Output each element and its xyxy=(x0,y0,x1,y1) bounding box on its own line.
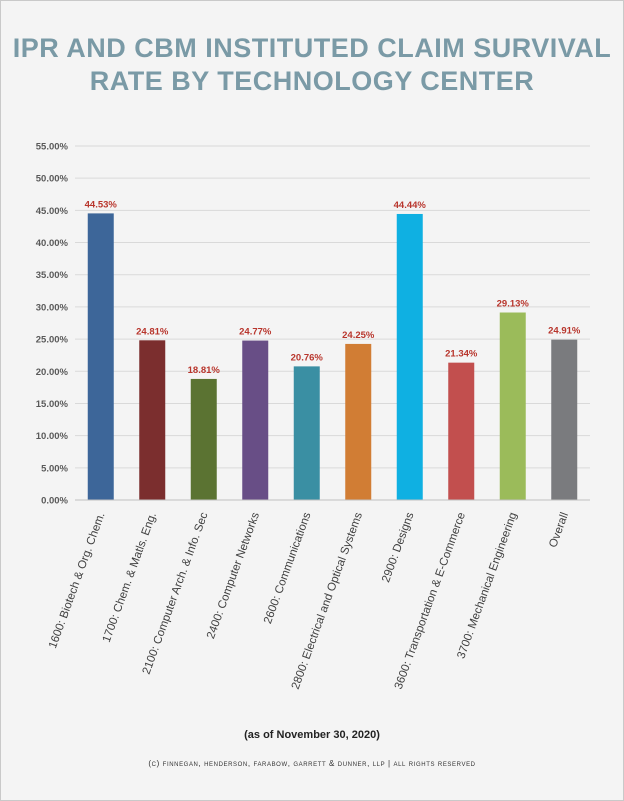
y-tick-label: 25.00% xyxy=(36,335,69,346)
bar xyxy=(448,362,475,500)
data-label: 44.44% xyxy=(394,200,427,211)
y-tick-label: 0.00% xyxy=(41,496,68,507)
bar xyxy=(87,213,114,500)
y-tick-label: 50.00% xyxy=(36,174,69,185)
y-tick-label: 10.00% xyxy=(36,431,69,442)
data-label: 44.53% xyxy=(85,199,118,210)
x-tick-label: 1600: Biotech & Org. Chem. xyxy=(47,511,107,650)
bar xyxy=(293,366,320,500)
title-line-2: RATE BY TECHNOLOGY CENTER xyxy=(89,66,535,96)
chart-title: IPR AND CBM INSTITUTED CLAIM SURVIVAL RA… xyxy=(0,32,624,98)
x-tick-label: 2600: Communications xyxy=(262,511,314,626)
y-tick-label: 30.00% xyxy=(36,302,69,313)
data-label: 24.25% xyxy=(342,330,375,341)
data-label: 20.76% xyxy=(291,352,324,363)
y-tick-label: 40.00% xyxy=(36,238,69,249)
data-label: 24.91% xyxy=(548,326,581,337)
bar xyxy=(396,213,423,500)
bar xyxy=(139,340,166,500)
x-tick-label: 2400: Computer Networks xyxy=(205,511,262,641)
x-tick-label: 2900: Designs xyxy=(380,511,417,584)
date-note: (as of November 30, 2020) xyxy=(244,729,380,741)
y-tick-label: 35.00% xyxy=(36,270,69,281)
x-tick-label: 3700: Mechanical Engineering xyxy=(455,511,519,660)
y-tick-label: 15.00% xyxy=(36,399,69,410)
y-tick-label: 5.00% xyxy=(41,463,68,474)
data-label: 24.77% xyxy=(239,327,272,338)
title-line-1: IPR AND CBM INSTITUTED CLAIM SURVIVAL xyxy=(12,33,612,63)
data-label: 21.34% xyxy=(445,349,478,360)
data-label: 18.81% xyxy=(188,365,221,376)
data-label: 24.81% xyxy=(136,326,169,337)
y-tick-label: 20.00% xyxy=(36,367,69,378)
bar xyxy=(190,378,217,500)
bar xyxy=(242,340,269,500)
x-tick-label: 1700: Chem. & Matls. Eng. xyxy=(101,511,159,644)
bar xyxy=(499,312,526,500)
y-tick-label: 45.00% xyxy=(36,206,69,217)
bar xyxy=(345,343,372,500)
copyright-notice: (c) finnegan, henderson, farabow, garret… xyxy=(148,759,476,768)
bar-chart: 0.00% 5.00% 10.00% 15.00% 20.00% 25.00% 30.00%… xyxy=(36,142,590,691)
x-tick-label: Overall xyxy=(547,511,571,549)
data-label: 29.13% xyxy=(497,299,530,310)
y-tick-label: 55.00% xyxy=(36,142,69,153)
bar xyxy=(551,339,578,500)
